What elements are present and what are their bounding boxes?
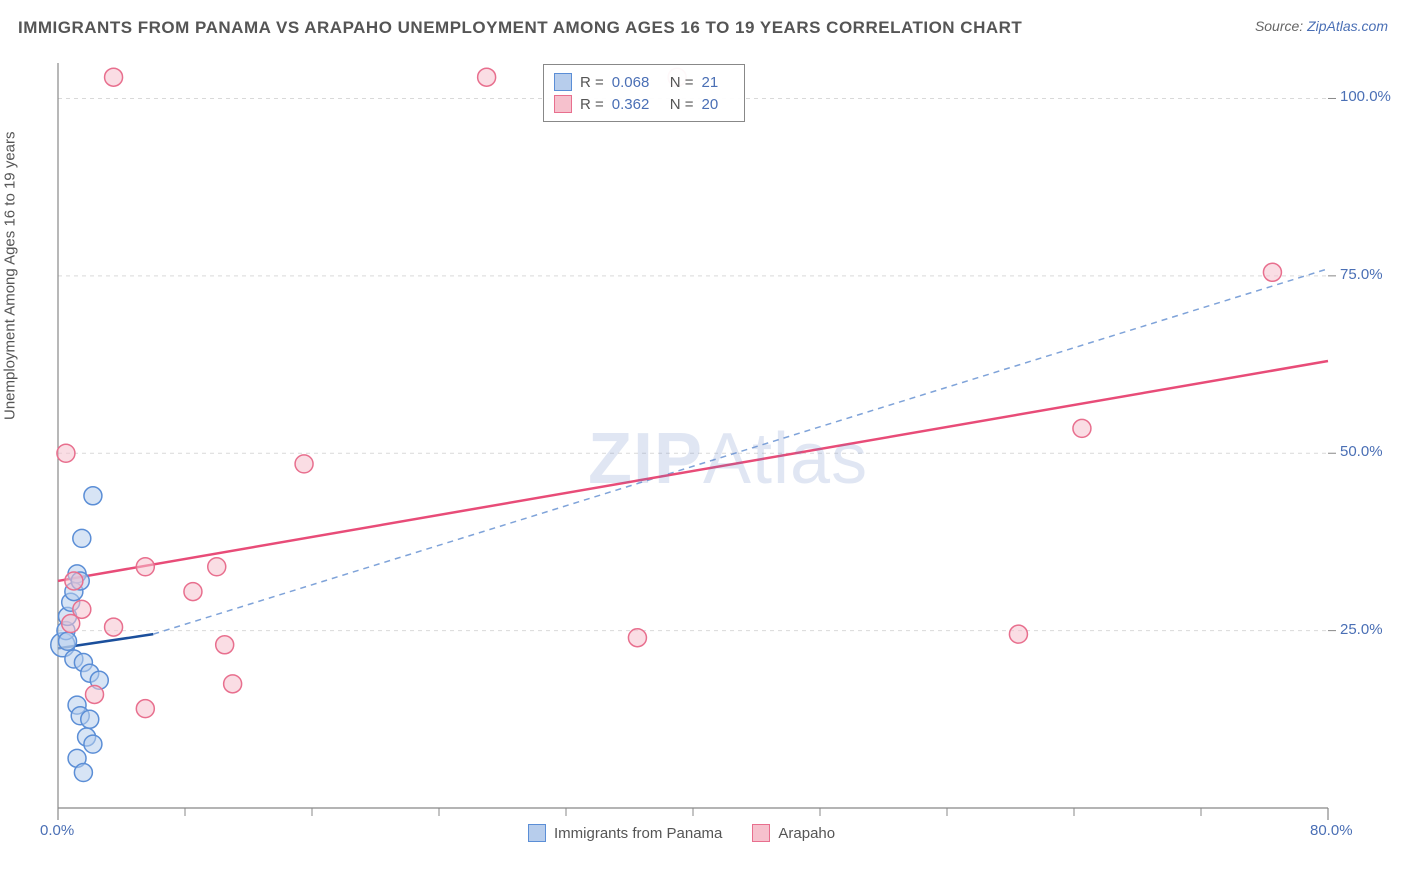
legend-item-arapaho: Arapaho — [752, 824, 835, 842]
legend-r-label: R = — [580, 74, 604, 91]
source-attribution: Source: ZipAtlas.com — [1255, 18, 1388, 34]
legend-swatch — [528, 824, 546, 842]
legend-n-label: N = — [670, 74, 694, 91]
legend-item-label: Arapaho — [778, 825, 835, 842]
series-legend: Immigrants from Panama Arapaho — [528, 824, 835, 842]
scatter-chart — [48, 58, 1388, 848]
y-axis-label: Unemployment Among Ages 16 to 19 years — [2, 131, 19, 420]
chart-title: IMMIGRANTS FROM PANAMA VS ARAPAHO UNEMPL… — [18, 18, 1022, 37]
legend-r-value: 0.362 — [612, 96, 662, 113]
legend-r-value: 0.068 — [612, 74, 662, 91]
legend-row-panama: R = 0.068 N = 21 — [554, 71, 730, 93]
legend-item-label: Immigrants from Panama — [554, 825, 722, 842]
legend-swatch — [554, 95, 572, 113]
legend-swatch — [554, 73, 572, 91]
legend-n-value: 20 — [702, 96, 730, 113]
title-bar: IMMIGRANTS FROM PANAMA VS ARAPAHO UNEMPL… — [18, 18, 1388, 42]
source-link[interactable]: ZipAtlas.com — [1307, 18, 1388, 34]
correlation-legend: R = 0.068 N = 21 R = 0.362 N = 20 — [543, 64, 745, 122]
legend-item-panama: Immigrants from Panama — [528, 824, 722, 842]
axis-tick-label: 25.0% — [1340, 621, 1383, 638]
axis-tick-label: 100.0% — [1340, 88, 1391, 105]
axis-tick-label: 50.0% — [1340, 443, 1383, 460]
legend-n-label: N = — [670, 96, 694, 113]
source-prefix: Source: — [1255, 18, 1307, 34]
axis-tick-label: 80.0% — [1310, 822, 1353, 839]
axis-tick-label: 75.0% — [1340, 266, 1383, 283]
legend-n-value: 21 — [702, 74, 730, 91]
legend-r-label: R = — [580, 96, 604, 113]
axis-tick-label: 0.0% — [40, 822, 74, 839]
legend-swatch — [752, 824, 770, 842]
plot-area: ZIPAtlas R =0.068N =21R =0.362N =20 Immi… — [48, 58, 1388, 848]
legend-row-arapaho: R = 0.362 N = 20 — [554, 93, 730, 115]
